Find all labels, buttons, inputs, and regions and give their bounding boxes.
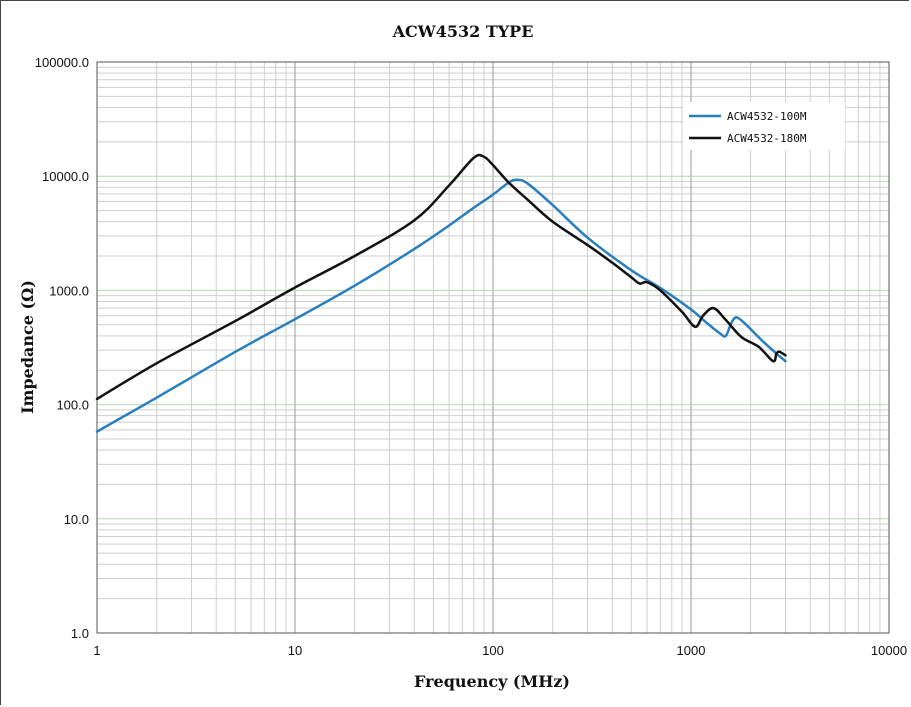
series-line-1: [95, 178, 787, 433]
chart-title: ACW4532 TYPE: [392, 22, 534, 41]
y-tick-label: 1000.0: [49, 283, 89, 298]
y-tick-label: 10000.0: [42, 169, 89, 184]
x-tick-label: 10: [288, 643, 302, 658]
x-axis-label: Frequency (MHz): [414, 672, 570, 691]
x-axis-ticks: 1 10 100 1000 10000: [93, 643, 907, 658]
y-tick-label: 100000.0: [35, 55, 89, 70]
legend: ACW4532-100M ACW4532-180M: [683, 102, 845, 150]
plot-area-border: [96, 61, 890, 634]
legend-label: ACW4532-180M: [727, 132, 807, 145]
y-tick-label: 10.0: [64, 512, 89, 527]
x-tick-label: 1000: [677, 643, 706, 658]
series-line-2: [95, 153, 787, 401]
y-axis-ticks: 1.0 10.0 100.0 1000.0 10000.0 100000.0: [35, 55, 89, 641]
y-tick-label: 100.0: [56, 398, 89, 413]
series-lines: [95, 153, 787, 433]
y-axis-label: Impedance (Ω): [18, 280, 37, 414]
legend-label: ACW4532-100M: [727, 110, 807, 123]
legend-box: [683, 102, 845, 150]
x-tick-label: 10000: [871, 643, 907, 658]
x-tick-label: 100: [482, 643, 504, 658]
y-tick-label: 1.0: [71, 626, 89, 641]
x-tick-label: 1: [93, 643, 100, 658]
